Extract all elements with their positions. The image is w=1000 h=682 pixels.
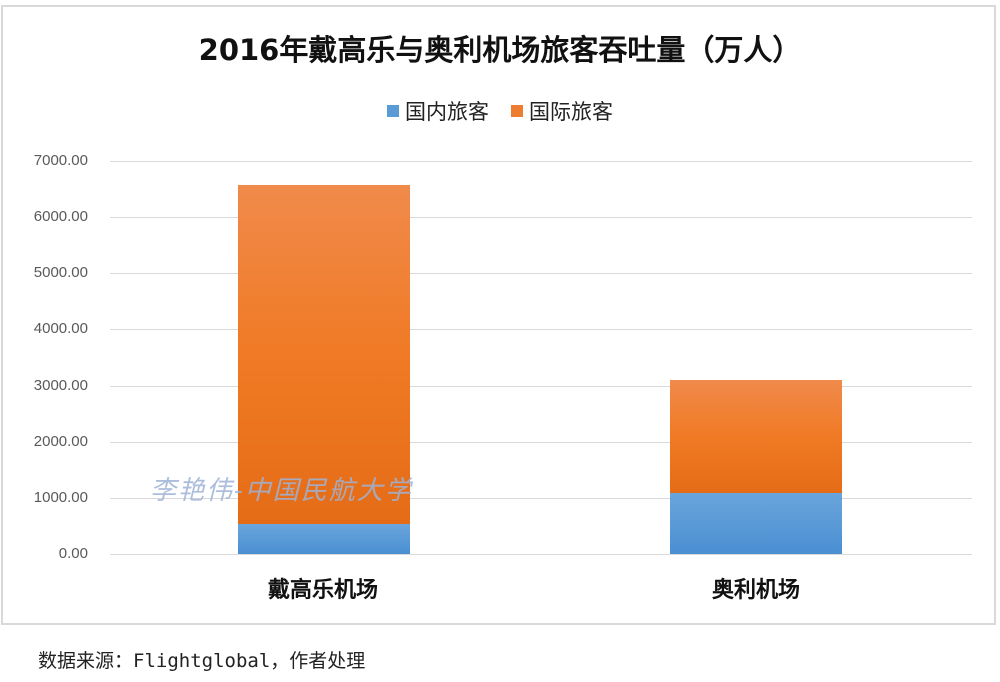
gridline bbox=[110, 385, 972, 387]
y-tick-label: 0.00 bbox=[58, 545, 88, 562]
x-label-cdg: 戴高乐机场 bbox=[267, 578, 378, 603]
gridline bbox=[110, 161, 972, 162]
legend-label-domestic: 国内旅客 bbox=[405, 100, 489, 124]
legend-item-international: 国际旅客 bbox=[511, 96, 613, 126]
legend-swatch-domestic bbox=[387, 105, 399, 117]
legend-item-domestic: 国内旅客 bbox=[387, 96, 489, 126]
y-tick-label: 5000.00 bbox=[33, 264, 88, 282]
bar-1 bbox=[670, 379, 842, 554]
x-label-orly: 奥利机场 bbox=[711, 578, 800, 603]
gridline bbox=[110, 217, 972, 219]
gridline bbox=[110, 441, 972, 443]
y-tick-label: 4000.00 bbox=[33, 320, 88, 338]
y-tick-label: 6000.00 bbox=[33, 208, 88, 226]
chart-title: 2016年戴高乐与奥利机场旅客吞吐量（万人） bbox=[198, 33, 802, 67]
international-segment bbox=[670, 379, 842, 494]
legend: 国内旅客 国际旅客 bbox=[0, 96, 1000, 126]
gridline bbox=[110, 554, 972, 555]
y-tick-label: 2000.00 bbox=[33, 432, 88, 450]
legend-swatch-international bbox=[511, 105, 523, 117]
y-tick-label: 7000.00 bbox=[33, 152, 88, 169]
source-note: 数据来源：Flightglobal，作者处理 bbox=[38, 650, 366, 672]
domestic-segment bbox=[670, 493, 842, 554]
gridline bbox=[110, 273, 972, 275]
bar-0 bbox=[238, 184, 410, 554]
legend-label-international: 国际旅客 bbox=[529, 100, 613, 124]
watermark: 李艳伟-中国民航大学 bbox=[150, 476, 413, 506]
y-tick-label: 1000.00 bbox=[33, 488, 88, 506]
international-segment bbox=[238, 184, 410, 525]
domestic-segment bbox=[238, 524, 410, 554]
gridline bbox=[110, 497, 972, 499]
gridline bbox=[110, 329, 972, 331]
y-tick-label: 3000.00 bbox=[33, 376, 88, 394]
